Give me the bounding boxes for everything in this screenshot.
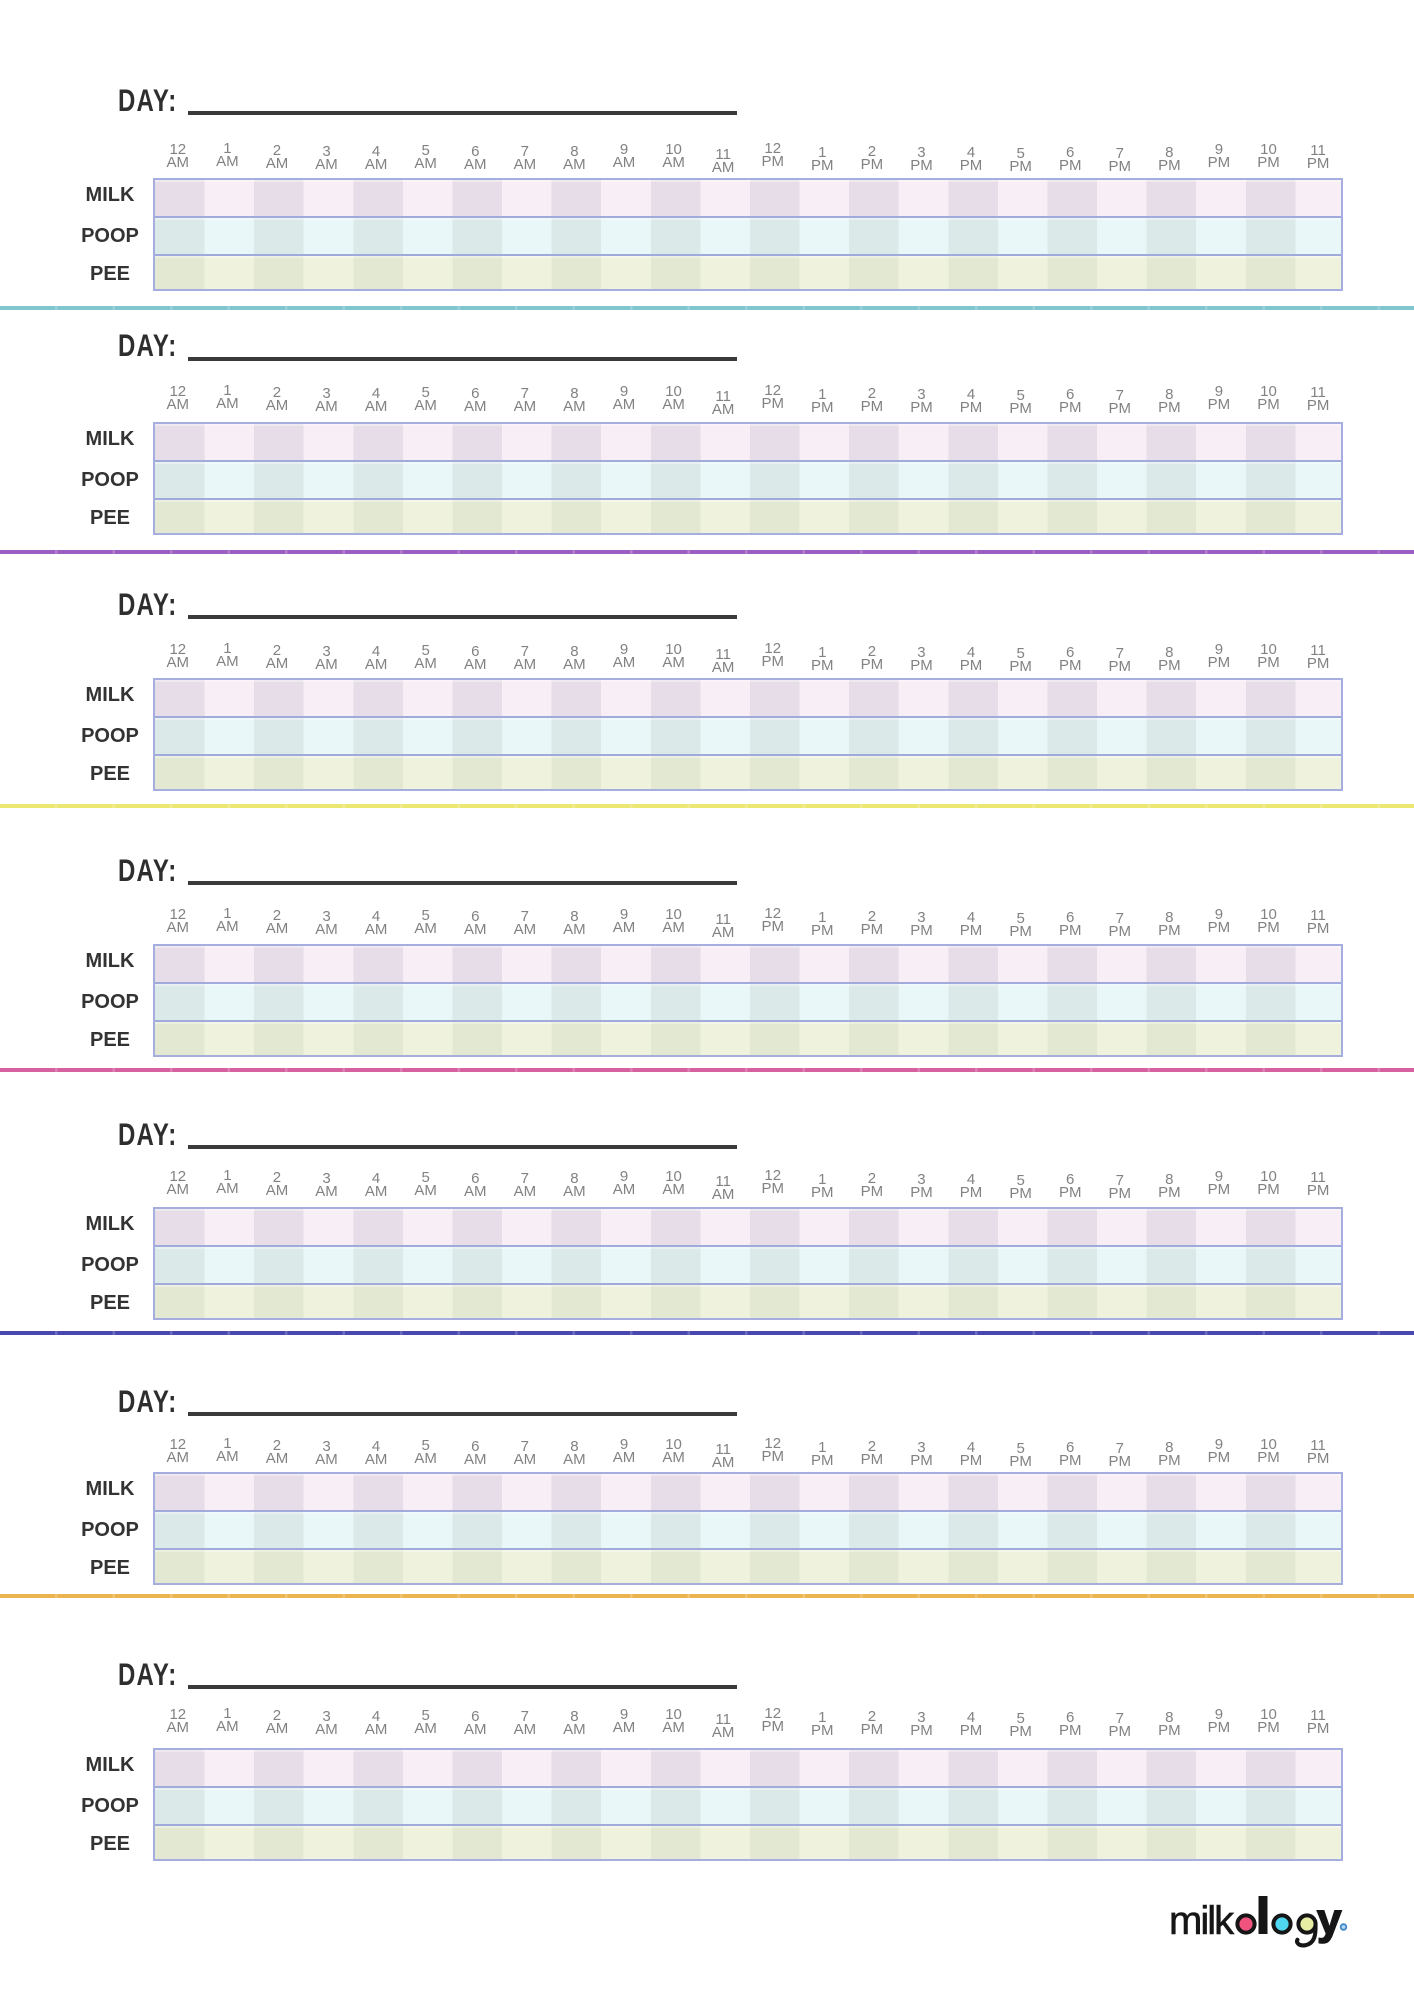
svg-text:milk: milk xyxy=(1169,1899,1235,1943)
svg-text:y: y xyxy=(1317,1895,1342,1944)
